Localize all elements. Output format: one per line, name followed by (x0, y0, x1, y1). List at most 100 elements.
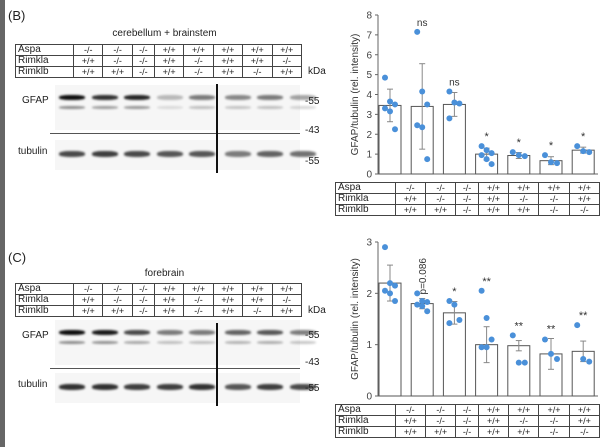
gfap-lower-band (289, 341, 316, 344)
data-point (414, 301, 421, 308)
data-point (382, 244, 388, 251)
genotype-name: Rimkla (335, 415, 396, 427)
data-point (478, 152, 485, 159)
gfap-lower-band (59, 106, 85, 109)
tubulin-band (257, 151, 283, 157)
loading-label: tubulin (18, 146, 48, 157)
data-point (515, 359, 522, 366)
significance-label: * (484, 131, 489, 143)
genotype-cell: +/+ (102, 305, 133, 317)
genotype-cell: +/+ (394, 415, 426, 427)
data-point (488, 336, 495, 343)
data-point (446, 298, 453, 305)
genotype-cell: +/+ (102, 66, 133, 78)
data-point (419, 298, 426, 305)
y-tick-label: 3 (366, 110, 372, 121)
y-axis-label: GFAP/tubulin (rel. intensity) (350, 34, 361, 156)
genotype-cell: +/+ (508, 426, 540, 438)
data-point (382, 287, 388, 294)
data-point (580, 356, 587, 363)
genotype-cell: -/- (455, 415, 479, 427)
genotype-cell: -/- (538, 426, 570, 438)
data-point (414, 290, 421, 297)
data-point (478, 287, 485, 294)
genotype-cell: -/- (131, 305, 155, 317)
data-point (509, 332, 516, 339)
data-point (424, 299, 431, 306)
tubulin-band (59, 384, 85, 390)
data-point (586, 149, 593, 156)
y-tick-label: 2 (366, 130, 372, 141)
tubulin-band (289, 151, 316, 157)
data-point (456, 317, 463, 324)
genotype-cell: -/- (508, 415, 540, 427)
genotype-cell: +/+ (477, 426, 510, 438)
gfap-band (257, 95, 283, 100)
gfap-band (289, 95, 316, 100)
data-point (414, 122, 421, 129)
data-point (382, 74, 388, 81)
data-point (414, 28, 421, 35)
genotype-row: Rimkla +/+ -/- -/- +/+ -/- -/- +/+ (335, 193, 600, 205)
data-point (446, 320, 453, 327)
gfap-lower-band (156, 341, 183, 344)
data-point (419, 303, 426, 310)
gfap-lower-band (156, 106, 183, 109)
genotype-row: Rimklb +/+ +/+ -/- +/+ -/- +/+ -/- +/+ (14, 66, 303, 78)
genotype-cell: -/- (424, 415, 457, 427)
gfap-band (59, 95, 85, 100)
gfap-band (224, 95, 251, 100)
data-point (456, 100, 463, 107)
lane-separator (216, 84, 218, 173)
data-point (509, 149, 516, 156)
significance-label: * (517, 137, 522, 149)
genotype-cell: +/+ (271, 305, 303, 317)
data-point (548, 159, 554, 166)
data-point (483, 147, 490, 154)
y-tick-label: 1 (366, 150, 372, 161)
data-point (554, 160, 560, 167)
kda-label: kDa (308, 66, 326, 77)
gfap-band (124, 95, 150, 100)
gfap-band (189, 95, 215, 100)
significance-label: ** (579, 310, 588, 322)
genotype-cell: -/- (455, 426, 479, 438)
data-point (483, 314, 490, 321)
kda-label: kDa (308, 305, 326, 316)
blot-divider-line (50, 368, 300, 369)
data-point (451, 301, 458, 308)
gfap-band (91, 330, 118, 335)
y-tick-label: 3 (366, 238, 372, 249)
bar (507, 345, 531, 397)
data-point (446, 115, 453, 122)
data-point (574, 143, 581, 150)
y-axis-label: GFAP/tubulin (rel. intensity) (350, 258, 361, 380)
gfap-lower-band (59, 341, 85, 344)
data-point (392, 298, 398, 305)
genotype-row: Aspa -/- -/- -/- +/+ +/+ +/+ +/+ (335, 182, 600, 194)
tubulin-band (156, 151, 183, 157)
data-point (419, 124, 426, 131)
genotype-cell: -/- (568, 204, 600, 216)
genotype-name: Rimklb (14, 305, 75, 317)
genotype-table: Aspa -/- -/- -/- +/+ +/+ +/+ +/+ +/+ Rimkla +/+ -/-… (14, 44, 303, 78)
protein-label: GFAP (22, 330, 49, 341)
bar (410, 303, 434, 397)
data-point (392, 101, 398, 108)
panel-label: (B) (8, 8, 26, 23)
data-point (521, 359, 528, 366)
loading-label: tubulin (18, 379, 48, 390)
gfap-band (59, 330, 85, 335)
gfap-lower-band (124, 106, 150, 109)
bar (442, 312, 466, 397)
genotype-cell: +/+ (271, 66, 303, 78)
gfap-lower-band (189, 106, 215, 109)
gfap-lower-band (91, 341, 118, 344)
data-point (424, 101, 431, 108)
tubulin-band (289, 384, 316, 390)
gfap-band (189, 330, 215, 335)
blot-title: forebrain (144, 268, 185, 279)
tubulin-band (124, 151, 150, 157)
genotype-name: Rimklb (335, 426, 396, 438)
genotype-cell: +/+ (212, 66, 244, 78)
